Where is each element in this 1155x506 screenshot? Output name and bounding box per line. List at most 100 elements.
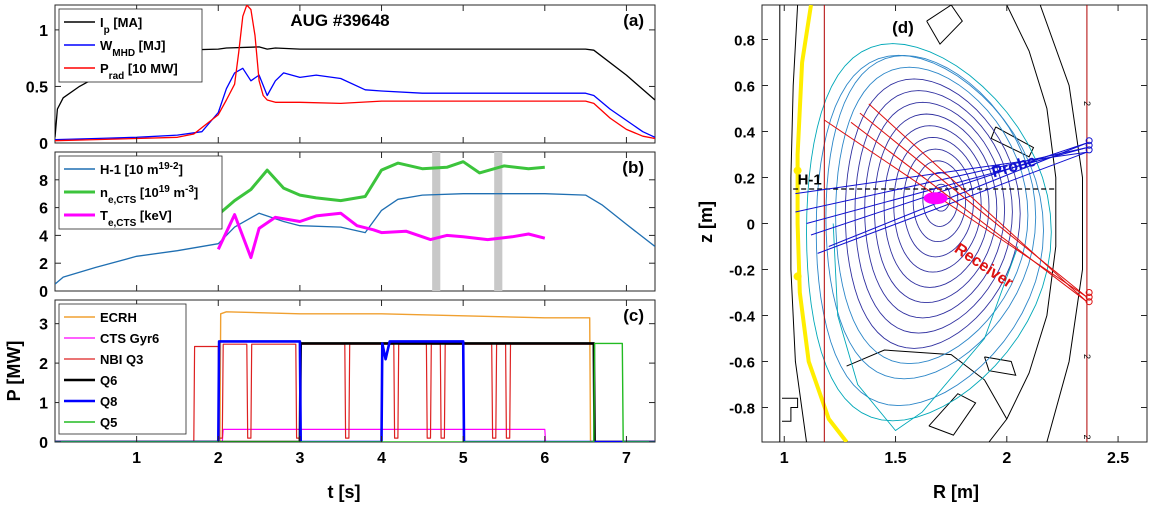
coil-label-0: 2 (1082, 101, 1092, 106)
separatrix-lower (832, 223, 1019, 432)
series-ne-cts-10-19-m-3- (217, 160, 545, 216)
h1-label: H-1 (798, 171, 822, 188)
panel-a-tag: (a) (623, 11, 644, 30)
probe-ray-4 (795, 147, 1088, 213)
x-tick-label: 2 (214, 450, 223, 467)
shaded-band-1 (494, 152, 503, 291)
shaded-band-0 (432, 152, 441, 291)
legend-text-part: rad (109, 71, 125, 82)
y-tick-label: 8 (39, 173, 48, 190)
flux-surface-12 (825, 55, 1037, 380)
flux-surface-9 (854, 90, 1013, 334)
y-tick-label: 0.8 (734, 33, 755, 50)
series-q8 (55, 340, 655, 442)
legend-text-part: p (104, 25, 110, 36)
y-tick-label: 0.6 (734, 79, 755, 96)
flux-surface-10 (844, 78, 1021, 349)
series-prad-10-mw- (55, 5, 655, 142)
legend-label-2: Prad [10 MW] (100, 61, 178, 82)
panel-2-plot-area (55, 152, 655, 291)
panel-d-frame (761, 4, 1148, 443)
y-tick-label: -0.4 (729, 309, 756, 326)
receiver-ray-3 (824, 119, 1088, 298)
wall-marker-0 (793, 166, 802, 175)
legend-text-part: W (100, 38, 113, 53)
x-tick-label: 1 (132, 450, 141, 467)
legend-text-part: CTS Gyr6 (100, 331, 159, 346)
divertor-line (846, 349, 1008, 420)
probe-ray-2 (810, 142, 1088, 236)
legend-label-0: Ip [MA] (100, 15, 142, 36)
panel-a-title: AUG #39648 (290, 11, 389, 30)
x-tick-label: 1 (780, 450, 789, 467)
series-cts-gyr6 (55, 428, 655, 442)
outer-wall-line (988, 5, 1057, 442)
probe-beams (795, 142, 1088, 254)
y-tick-label: 6 (39, 201, 48, 218)
panel-d: (d) R [m] z [m] 2 2 2 H-1 Probe Receiver 1 1.5 2… (696, 4, 1148, 502)
legend-text-part: m (143, 162, 158, 177)
y-tick-label: 2 (39, 356, 48, 373)
passive-stabilizer-lower (984, 356, 1017, 376)
receiver-antenna-2 (1085, 298, 1093, 306)
series-h-1-10-19-m-2- (55, 193, 655, 285)
probe-antenna-1 (1085, 141, 1093, 149)
x-tick-label: 4 (377, 450, 386, 467)
legend-text-part: Q8 (100, 394, 117, 409)
legend-text-part: e,CTS (108, 195, 137, 206)
panel-b-tag: (b) (622, 158, 644, 177)
outer-vessel-line (1039, 5, 1083, 442)
panel-d-plot-area: 2 2 2 (779, 5, 1093, 442)
receiver-label: Receiver (951, 240, 1016, 291)
legend-text-part: [keV] (136, 208, 171, 223)
legend-text-part: m (170, 185, 185, 200)
y-tick-label: -0.6 (729, 355, 755, 372)
inner-limiter-line (790, 5, 807, 442)
legend-text-part: [MA] (110, 15, 143, 30)
legend-label-3: Q6 (100, 373, 117, 388)
legend-text-part: P (100, 61, 109, 76)
legend-text-part: [10 (136, 185, 158, 200)
series-ip-ma- (55, 46, 655, 138)
y-tick-label: 0 (39, 284, 48, 301)
receiver-antenna-0 (1085, 289, 1093, 296)
x-tick-label: 6 (540, 450, 549, 467)
inner-heat-shield-tile (782, 397, 799, 422)
legend-text-part: ] (194, 185, 198, 200)
receiver-ray-0 (868, 103, 1088, 303)
flux-surface-14 (806, 43, 1052, 422)
probe-label: Probe (990, 152, 1038, 181)
y-tick-label: 0 (747, 217, 755, 234)
legend-label-2: Te,CTS [keV] (100, 208, 172, 229)
legend-text-part: 19 (159, 161, 171, 172)
legend-text-part: e,CTS (108, 218, 137, 229)
legend-text-part: -2 (170, 161, 179, 172)
first-wall-yellow (795, 5, 849, 442)
legend-label-5: Q5 (100, 415, 117, 430)
y-tick-label: 0.4 (734, 125, 756, 142)
legend-text-part: [10 MW] (124, 61, 177, 76)
y-tick-label: 0.5 (26, 79, 48, 96)
receiver-ray-1 (859, 112, 1088, 298)
flux-surface-4 (903, 148, 974, 258)
coil-label-2: 2 (1082, 435, 1092, 440)
legend-label-1: CTS Gyr6 (100, 331, 159, 346)
legend-label-2: NBI Q3 (100, 352, 143, 367)
legend-text-part: [MJ] (135, 38, 165, 53)
legend-label-1: WMHD [MJ] (100, 38, 165, 59)
upper-port-structure (926, 5, 963, 45)
panel-c-tag: (c) (623, 306, 644, 325)
series-q6 (55, 342, 655, 442)
flux-surface-6 (883, 125, 990, 288)
y-tick-label: 0 (39, 435, 48, 452)
legend-text-part: MHD (112, 48, 135, 59)
panel-d-tag: (d) (892, 18, 914, 37)
series-te-cts-kev- (216, 211, 546, 260)
y-tick-label: -0.8 (729, 401, 755, 418)
lower-divertor-structure (928, 393, 977, 436)
legend-text-part: I (100, 15, 104, 30)
panel-b-frame (54, 151, 656, 292)
flux-surface-8 (864, 101, 1006, 319)
